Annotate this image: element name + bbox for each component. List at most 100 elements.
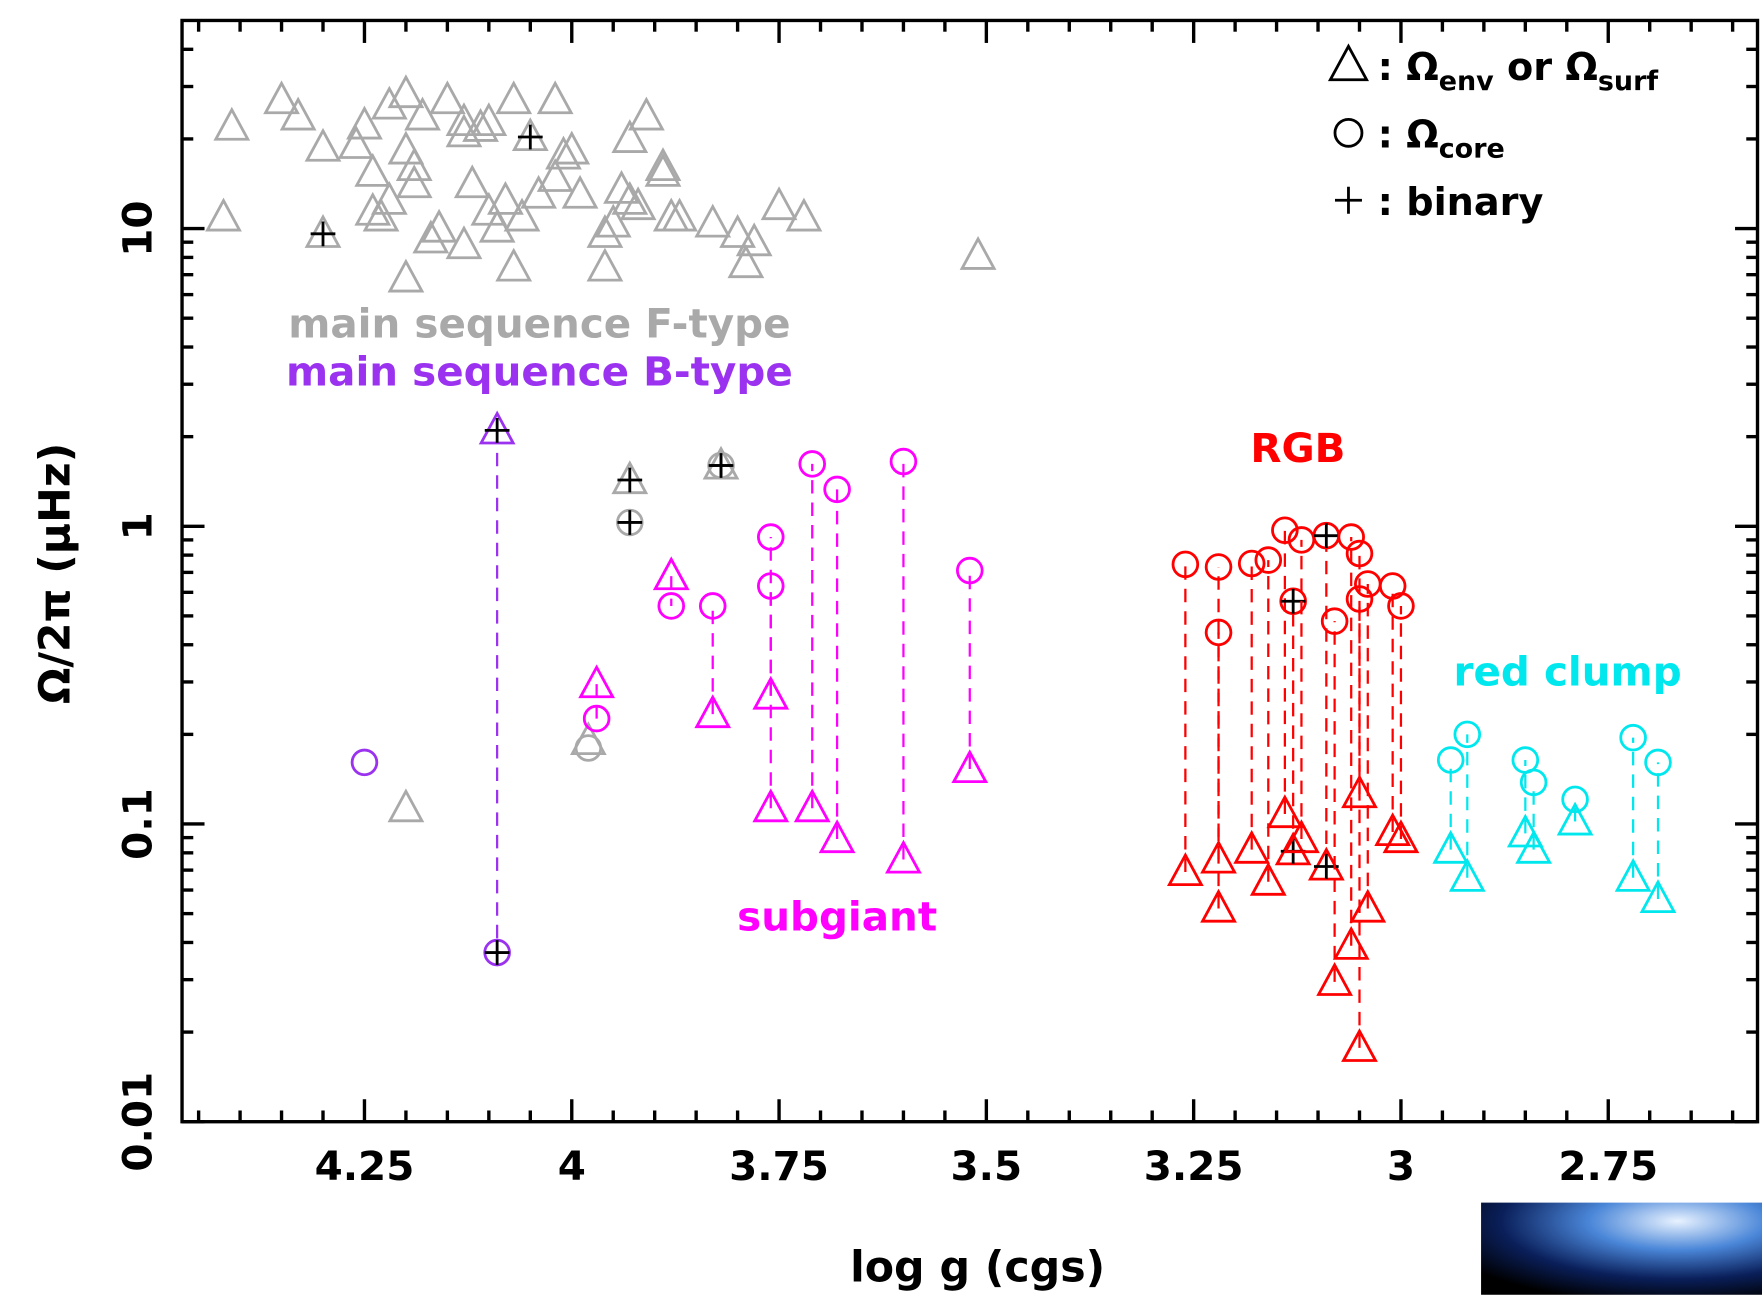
circle-marker bbox=[1561, 785, 1589, 814]
series-label: main sequence B-type bbox=[286, 348, 793, 396]
triangle-marker bbox=[1432, 829, 1470, 864]
triangle-marker bbox=[362, 197, 400, 232]
triangle-marker bbox=[628, 96, 665, 131]
triangle-marker bbox=[611, 460, 649, 495]
circle-marker bbox=[698, 592, 727, 620]
triangle-marker bbox=[445, 225, 483, 260]
triangle-marker bbox=[1556, 801, 1594, 836]
y-tick-label: 10 bbox=[114, 200, 162, 256]
legend-text: : binary bbox=[1378, 181, 1544, 225]
triangle-marker bbox=[1327, 43, 1369, 82]
triangle-marker bbox=[760, 186, 798, 221]
legend-label: : binary bbox=[1378, 181, 1544, 225]
circle-marker bbox=[1519, 768, 1548, 797]
legend-label: : Ωcore bbox=[1378, 113, 1505, 164]
triangle-marker bbox=[818, 819, 856, 854]
triangle-marker bbox=[370, 180, 408, 215]
triangle-marker bbox=[370, 85, 408, 120]
binary-marker bbox=[1313, 523, 1339, 549]
legend-subscript: surf bbox=[1598, 66, 1659, 97]
x-tick-label: 2.75 bbox=[1558, 1142, 1658, 1190]
triangle-marker bbox=[395, 147, 433, 182]
triangle-marker bbox=[478, 410, 516, 445]
circle-marker bbox=[1337, 523, 1365, 551]
circle-marker bbox=[889, 447, 918, 476]
series-label: red clump bbox=[1454, 648, 1682, 696]
binary-marker bbox=[617, 467, 643, 493]
triangle-marker bbox=[594, 203, 632, 238]
circle-marker bbox=[956, 556, 984, 585]
circle-marker bbox=[1453, 720, 1482, 749]
binary-marker bbox=[617, 510, 643, 535]
triangle-marker bbox=[951, 749, 989, 784]
triangle-marker bbox=[1166, 852, 1204, 887]
triangle-marker bbox=[395, 164, 433, 199]
x-tick-label: 3.75 bbox=[729, 1142, 829, 1190]
triangle-marker bbox=[354, 191, 392, 226]
binary-marker bbox=[484, 940, 510, 965]
legend-text: : Ω bbox=[1378, 113, 1439, 157]
corner-image bbox=[1481, 1202, 1762, 1295]
binary-marker bbox=[517, 124, 543, 150]
triangle-marker bbox=[213, 106, 251, 141]
triangle-marker bbox=[644, 147, 682, 182]
triangle-marker bbox=[959, 236, 997, 270]
circle-marker bbox=[1254, 546, 1283, 574]
circle-marker bbox=[582, 704, 611, 733]
circle-marker bbox=[1644, 748, 1672, 777]
triangle-marker bbox=[1274, 831, 1312, 866]
triangle-marker bbox=[885, 839, 922, 874]
triangle-marker bbox=[1614, 857, 1652, 892]
triangle-marker bbox=[445, 113, 483, 148]
circle-marker bbox=[350, 748, 379, 777]
triangle-marker bbox=[586, 247, 624, 282]
triangle-marker bbox=[470, 102, 508, 137]
circle-marker bbox=[757, 572, 785, 600]
triangle-marker bbox=[661, 197, 698, 232]
binary-marker bbox=[484, 417, 510, 443]
triangle-marker bbox=[520, 174, 557, 209]
triangle-marker bbox=[785, 197, 823, 232]
triangle-marker bbox=[462, 107, 499, 142]
circle-marker bbox=[1271, 516, 1299, 544]
legend-text: or Ω bbox=[1494, 46, 1598, 90]
triangle-marker bbox=[1266, 794, 1304, 829]
triangle-marker bbox=[694, 203, 732, 238]
triangle-marker bbox=[719, 214, 756, 248]
triangle-marker bbox=[1349, 888, 1387, 923]
triangle-marker bbox=[611, 119, 649, 153]
triangle-marker bbox=[1382, 819, 1420, 854]
circle-marker bbox=[1320, 607, 1349, 635]
circle-marker bbox=[1171, 550, 1200, 579]
triangle-marker bbox=[387, 74, 425, 109]
triangle-marker bbox=[1448, 857, 1486, 892]
triangle-marker bbox=[536, 80, 574, 115]
triangle-marker bbox=[735, 222, 773, 257]
triangle-marker bbox=[205, 197, 242, 232]
circle-marker bbox=[1333, 117, 1364, 148]
series-label: subgiant bbox=[737, 893, 937, 941]
triangle-marker bbox=[752, 788, 790, 823]
triangle-marker bbox=[1200, 888, 1237, 923]
circle-marker bbox=[1204, 553, 1233, 581]
y-tick-label: 1 bbox=[114, 512, 162, 540]
triangle-marker bbox=[387, 258, 425, 293]
series-label: RGB bbox=[1250, 424, 1345, 472]
circle-marker bbox=[757, 523, 785, 551]
triangle-marker bbox=[1341, 1028, 1378, 1062]
series-label: main sequence F-type bbox=[288, 299, 790, 347]
triangle-marker bbox=[495, 80, 533, 115]
triangle-marker bbox=[793, 788, 831, 823]
triangle-marker bbox=[337, 125, 375, 159]
triangle-marker bbox=[279, 96, 317, 131]
triangle-marker bbox=[453, 164, 491, 199]
binary-marker bbox=[708, 453, 734, 478]
triangle-marker bbox=[346, 105, 383, 140]
y-axis-label: Ω/2π (μHz) bbox=[31, 443, 81, 704]
x-tick-label: 4.25 bbox=[315, 1142, 415, 1190]
triangle-marker bbox=[263, 80, 300, 115]
triangle-marker bbox=[1639, 879, 1677, 914]
circle-marker bbox=[1436, 746, 1465, 774]
triangle-marker bbox=[1515, 829, 1552, 864]
